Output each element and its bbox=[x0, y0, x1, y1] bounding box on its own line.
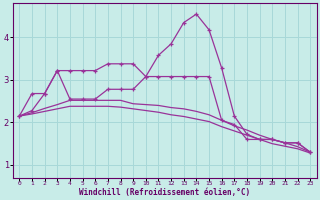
X-axis label: Windchill (Refroidissement éolien,°C): Windchill (Refroidissement éolien,°C) bbox=[79, 188, 250, 197]
